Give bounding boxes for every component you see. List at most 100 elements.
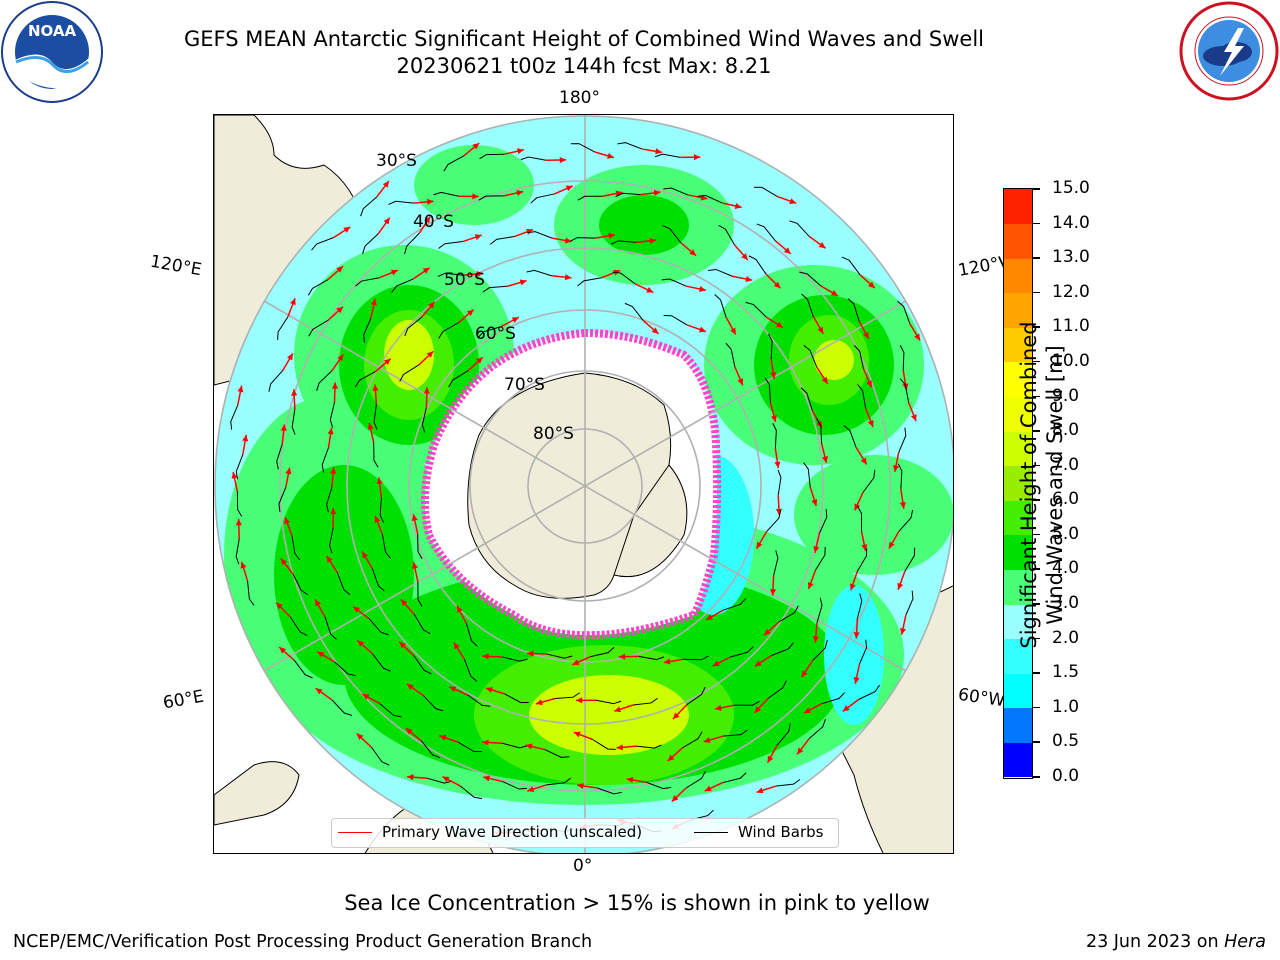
wind-barb: [615, 192, 641, 198]
wind-barb: [768, 333, 773, 360]
wind-barb: [718, 224, 735, 246]
wave-arrow-head: [817, 326, 824, 334]
map-canvas: [214, 115, 953, 853]
wave-arrow-head: [812, 636, 819, 643]
legend-label: Primary Wave Direction (unscaled): [382, 823, 643, 841]
colorbar-tick-label: 1.5: [1032, 662, 1079, 682]
wind-barb: [898, 509, 914, 532]
wind-barb: [843, 425, 857, 448]
wind-barb: [277, 316, 289, 341]
wind-barb: [682, 731, 703, 749]
colorbar-tick-label: 5.0: [1032, 524, 1079, 544]
colorbar-segment: [1004, 673, 1032, 709]
wave-arrow-head: [861, 544, 868, 551]
wave-arrow-head: [482, 653, 489, 660]
wind-barb: [661, 278, 687, 287]
wave-arrow-head: [764, 628, 771, 636]
wind-barb: [478, 195, 504, 201]
wave-arrow-head: [237, 385, 244, 393]
wave-arrow-head: [626, 777, 634, 784]
wave-arrow-head: [336, 306, 344, 314]
wind-barb: [856, 593, 863, 619]
wave-arrow-head: [767, 755, 774, 763]
colorbar-tick-label: 1.0: [1032, 697, 1079, 717]
wave-arrow-head: [754, 706, 762, 713]
colorbar-segment: [1004, 465, 1032, 501]
wind-barb: [857, 384, 867, 409]
wind-barb: [422, 695, 444, 712]
wave-arrow-head: [575, 697, 583, 704]
wave-arrow-head: [577, 782, 584, 790]
wind-barb: [854, 345, 864, 370]
wind-barb: [526, 269, 552, 277]
wave-arrow-head: [712, 660, 720, 667]
wind-barb: [373, 404, 378, 430]
wind-barb: [569, 237, 596, 242]
wave-arrow-head: [453, 642, 460, 650]
wind-barb: [404, 316, 423, 337]
colorbar-segment: [1004, 223, 1032, 259]
wave-arrow-head: [714, 704, 722, 711]
wind-barb: [546, 653, 573, 659]
wind-barb: [413, 655, 432, 675]
wind-barb: [662, 225, 682, 244]
wave-arrow-head: [383, 217, 390, 225]
colorbar-segment: [1004, 707, 1032, 743]
wave-arrow-head: [407, 774, 414, 781]
wave-arrow-head: [663, 658, 671, 665]
legend-label: Wind Barbs: [738, 823, 824, 841]
wave-arrow-head: [400, 599, 408, 607]
wave-arrow-head: [797, 747, 804, 755]
colorbar-segment: [1004, 534, 1032, 570]
wind-barb: [899, 378, 910, 403]
wave-arrow-head: [472, 193, 479, 200]
lon-label-120e: 120°E: [148, 251, 204, 281]
wave-arrow-head: [559, 157, 567, 164]
wind-barb: [624, 302, 644, 322]
wave-arrow-head: [756, 541, 763, 549]
wind-barb: [612, 271, 636, 285]
wave-arrow-head: [769, 589, 777, 596]
wind-barb: [379, 703, 402, 718]
wind-barb: [899, 345, 905, 371]
wave-arrow-head: [667, 754, 675, 762]
wave-arrow-head: [331, 382, 338, 389]
wind-barb: [775, 778, 801, 787]
wave-arrow-head: [784, 247, 791, 254]
wave-arrow-head: [284, 517, 291, 525]
wind-barb: [730, 646, 754, 658]
wind-barb: [816, 418, 823, 444]
wave-arrow-head: [535, 699, 543, 706]
wave-arrow-head: [317, 651, 325, 658]
wind-barb: [646, 781, 672, 790]
wind-barb: [354, 371, 376, 388]
wind-barb: [857, 506, 863, 532]
wave-arrow-head: [330, 467, 337, 474]
wave-arrow-head: [517, 148, 524, 155]
wind-barb: [329, 402, 335, 428]
wave-arrow-head: [343, 226, 351, 233]
wave-arrow-head: [383, 358, 391, 366]
wind-barb: [555, 692, 581, 699]
colorbar-segment: [1004, 431, 1032, 467]
wind-barb: [268, 370, 284, 392]
wave-arrow-head: [910, 414, 917, 422]
wave-arrow-head: [914, 333, 921, 341]
wind-barb: [897, 463, 903, 489]
colorbar-segment: [1004, 258, 1032, 294]
wave-arrow-head: [866, 380, 872, 388]
wave-arrow-head: [853, 632, 860, 639]
wave-arrow-head: [699, 286, 706, 292]
wind-barb: [363, 318, 372, 343]
wind-barb: [311, 237, 334, 251]
wave-arrow-head: [730, 327, 736, 335]
wind-barb: [654, 153, 681, 158]
wind-barb: [482, 285, 508, 293]
colorbar-segment: [1004, 189, 1032, 225]
wind-barb: [766, 510, 782, 532]
wind-barb: [459, 785, 483, 800]
wave-arrow-head: [651, 327, 659, 334]
wave-arrow-head: [649, 237, 657, 244]
wind-barb: [636, 744, 662, 749]
lat-label-80s: 80°S: [533, 424, 574, 444]
